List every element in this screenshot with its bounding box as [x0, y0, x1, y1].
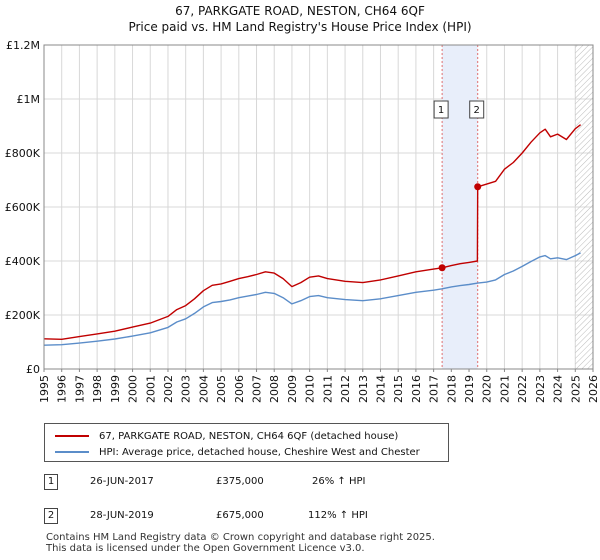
x-tick-label: 2022	[516, 375, 529, 403]
x-tick-label: 2004	[197, 375, 210, 403]
x-tick-label: 2014	[374, 375, 387, 403]
legend-swatch-hpi	[55, 451, 89, 453]
x-tick-label: 2006	[233, 375, 246, 403]
y-tick-label: £600K	[5, 201, 41, 214]
x-tick-label: 2008	[268, 375, 281, 403]
chart-title-address: 67, PARKGATE ROAD, NESTON, CH64 6QF	[175, 4, 425, 18]
transaction-marker: 2	[44, 508, 58, 524]
x-tick-label: 2025	[569, 375, 582, 403]
x-tick-label: 2018	[445, 375, 458, 403]
x-tick-label: 2013	[357, 375, 370, 403]
footer-licence: This data is licensed under the Open Gov…	[46, 543, 365, 554]
x-tick-label: 2017	[428, 375, 441, 403]
legend-item-price: 67, PARKGATE ROAD, NESTON, CH64 6QF (det…	[55, 428, 398, 444]
x-tick-label: 1997	[73, 375, 86, 403]
transaction-date: 28-JUN-2019	[90, 510, 154, 521]
transaction-hpi: 26% ↑ HPI	[312, 476, 366, 487]
transaction-point	[438, 264, 446, 272]
x-tick-label: 2019	[463, 375, 476, 403]
x-tick-label: 1995	[38, 375, 51, 403]
price-chart: 1 2 £0 £200K £400K £600K £800K £1M £1.2M 1995 199…	[5, 39, 600, 403]
transaction-marker-label: 2	[474, 105, 480, 116]
x-tick-label: 2016	[410, 375, 423, 403]
plot-frame	[43, 44, 594, 370]
x-tick-label: 2021	[498, 375, 511, 403]
x-tick-label: 2023	[534, 375, 547, 403]
hpi-line	[43, 252, 581, 346]
x-tick-label: 2015	[392, 375, 405, 403]
chart-title-subtitle: Price paid vs. HM Land Registry's House …	[128, 20, 472, 34]
x-tick-label: 1998	[91, 375, 104, 403]
x-tick-label: 2000	[127, 375, 140, 403]
transaction-marker: 1	[44, 474, 58, 490]
x-tick-label: 2002	[162, 375, 175, 403]
transaction-date: 26-JUN-2017	[90, 476, 154, 487]
y-tick-label: £800K	[5, 147, 41, 160]
x-tick-label: 2009	[286, 375, 299, 403]
y-tick-label: £1M	[17, 93, 41, 106]
legend-label-price: 67, PARKGATE ROAD, NESTON, CH64 6QF (det…	[99, 430, 399, 442]
x-tick-label: 1996	[56, 375, 69, 403]
x-tick-label: 2026	[587, 375, 600, 403]
x-tick-label: 2005	[215, 375, 228, 403]
x-tick-label: 2001	[144, 375, 157, 403]
x-tick-label: 2007	[251, 375, 264, 403]
x-tick-label: 2020	[481, 375, 494, 403]
legend-label-hpi: HPI: Average price, detached house, Ches…	[99, 446, 420, 458]
legend-swatch-price	[55, 435, 89, 437]
x-tick-label: 1999	[109, 375, 122, 403]
x-tick-label: 2012	[339, 375, 352, 403]
footer-copyright: Contains HM Land Registry data © Crown c…	[46, 532, 435, 543]
legend: 67, PARKGATE ROAD, NESTON, CH64 6QF (det…	[44, 423, 449, 462]
y-tick-label: £400K	[5, 255, 41, 268]
y-tick-label: £1.2M	[6, 39, 40, 52]
legend-item-hpi: HPI: Average price, detached house, Ches…	[55, 444, 420, 460]
price-paid-line	[43, 124, 582, 340]
transaction-point	[474, 183, 482, 191]
transaction-price: £675,000	[216, 510, 264, 521]
transaction-marker-box	[469, 100, 485, 119]
transaction-marker-box	[433, 100, 449, 119]
forecast-hatch	[575, 45, 593, 369]
x-tick-label: 2010	[304, 375, 317, 403]
transaction-price: £375,000	[216, 476, 264, 487]
x-tick-label: 2011	[321, 375, 334, 403]
y-tick-label: £200K	[5, 309, 41, 322]
x-tick-label: 2003	[180, 375, 193, 403]
transaction-hpi: 112% ↑ HPI	[308, 510, 368, 521]
y-tick-label: £0	[26, 363, 40, 376]
transaction-period-shade	[442, 45, 478, 369]
x-tick-label: 2024	[552, 375, 565, 403]
transaction-marker-label: 1	[438, 105, 444, 116]
